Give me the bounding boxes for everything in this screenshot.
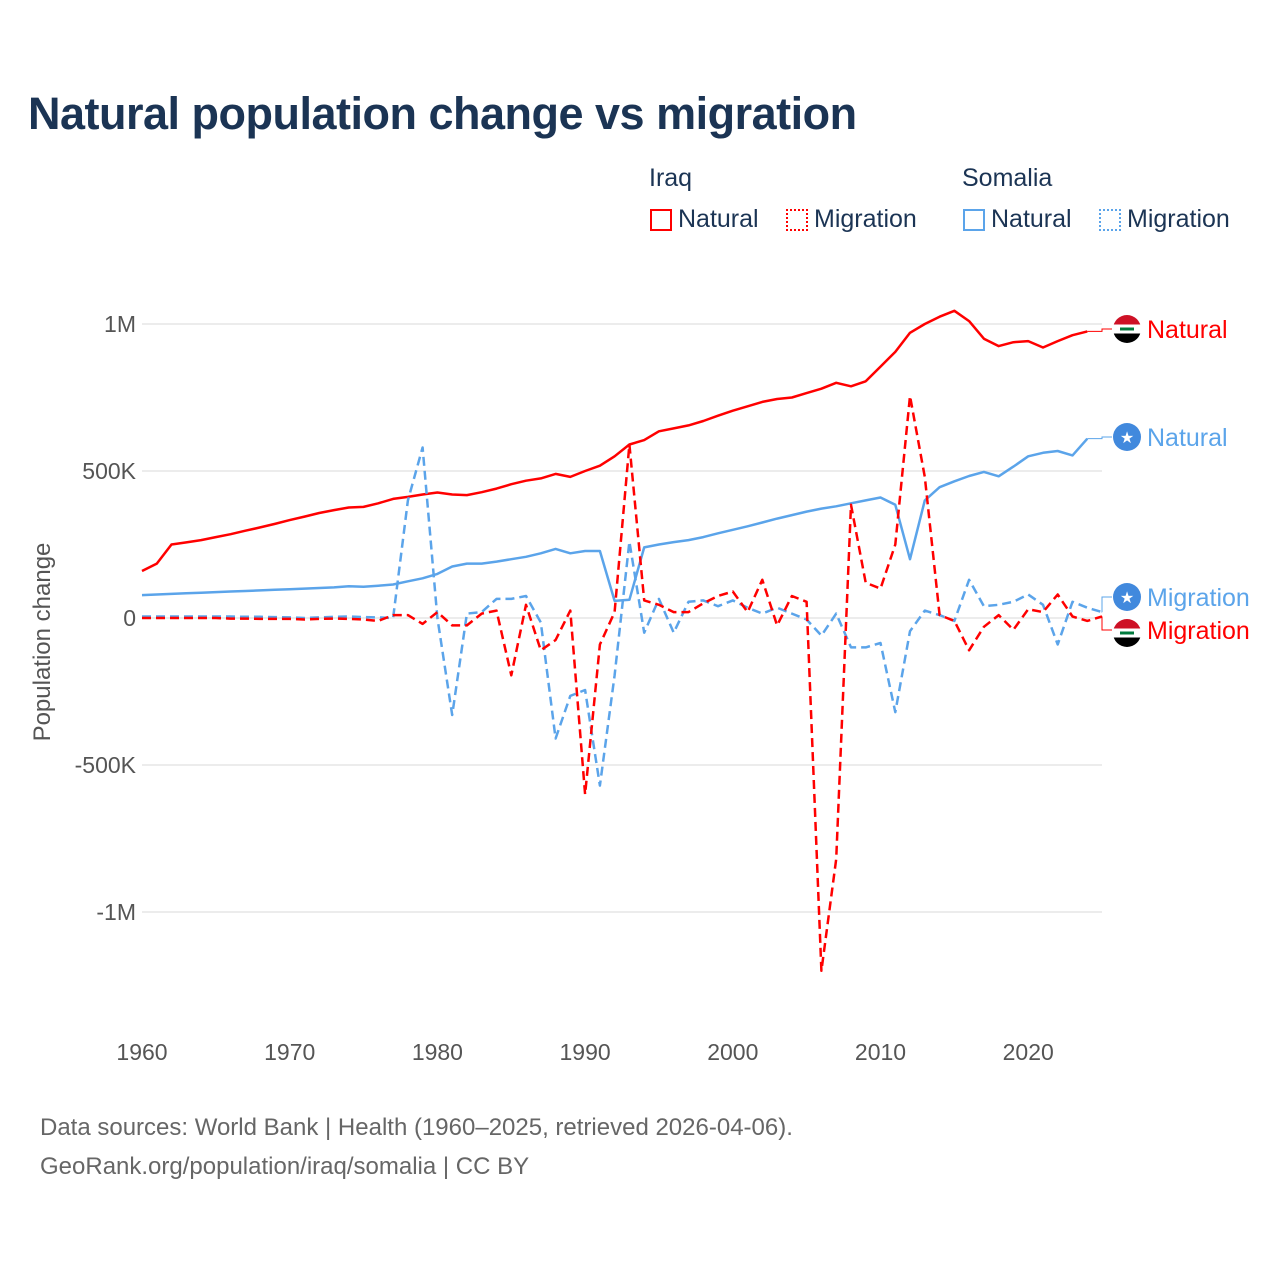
x-tick-label: 2000 bbox=[707, 1039, 758, 1065]
legend-iraq-migration[interactable]: Migration bbox=[786, 205, 917, 234]
x-tick-label: 2010 bbox=[855, 1039, 906, 1065]
y-tick-label: 500K bbox=[82, 458, 136, 484]
legend-label: Migration bbox=[1127, 205, 1230, 233]
legend-country-iraq: Iraq bbox=[649, 164, 693, 192]
series-line-somalia-natural bbox=[141, 437, 1089, 603]
end-label: Migration bbox=[1147, 617, 1250, 645]
iraq-flag-icon bbox=[1113, 619, 1141, 647]
series-line-iraq-migration bbox=[142, 394, 1103, 973]
x-tick-label: 1980 bbox=[412, 1039, 463, 1065]
y-tick-label: -500K bbox=[75, 752, 137, 778]
legend-somalia-migration[interactable]: Migration bbox=[1099, 205, 1230, 234]
somalia-flag-icon: ★ bbox=[1113, 583, 1141, 611]
svg-text:★: ★ bbox=[1120, 590, 1134, 607]
end-label-connector bbox=[1101, 596, 1112, 613]
legend-iraq-natural[interactable]: Natural bbox=[650, 205, 759, 234]
svg-text:★: ★ bbox=[1120, 430, 1134, 447]
y-tick-label: 1M bbox=[104, 311, 136, 337]
end-label: Natural bbox=[1147, 316, 1228, 344]
legend-swatch-dotted-blue bbox=[1099, 208, 1121, 231]
footer-url: GeoRank.org/population/iraq/somalia | CC… bbox=[40, 1153, 530, 1180]
chart-title: Natural population change vs migration bbox=[28, 88, 857, 139]
legend-country-somalia: Somalia bbox=[962, 164, 1053, 192]
footer: Data sources: World Bank | Health (1960–… bbox=[40, 1108, 793, 1186]
end-label-connector bbox=[1101, 616, 1112, 631]
legend-label: Natural bbox=[991, 205, 1072, 233]
legend-swatch-solid-red bbox=[650, 208, 672, 231]
legend-somalia-natural[interactable]: Natural bbox=[963, 205, 1072, 234]
end-label-connector bbox=[1087, 328, 1112, 332]
legend-swatch-dotted-red bbox=[786, 208, 808, 231]
x-tick-label: 1990 bbox=[560, 1039, 611, 1065]
y-axis-label: Population change bbox=[29, 543, 56, 742]
end-label: Migration bbox=[1147, 584, 1250, 612]
x-tick-label: 2020 bbox=[1003, 1039, 1054, 1065]
footer-sources: Data sources: World Bank | Health (1960–… bbox=[40, 1114, 793, 1141]
y-tick-label: 0 bbox=[123, 605, 136, 631]
x-tick-label: 1960 bbox=[116, 1039, 167, 1065]
end-label-connector bbox=[1087, 436, 1112, 440]
iraq-flag-icon bbox=[1113, 315, 1141, 343]
legend-swatch-solid-blue bbox=[963, 208, 985, 231]
series-line-iraq-natural bbox=[141, 309, 1088, 573]
legend-label: Natural bbox=[678, 205, 759, 233]
somalia-flag-icon: ★ bbox=[1113, 423, 1141, 451]
series-line-somalia-migration bbox=[142, 446, 1103, 787]
x-tick-label: 1970 bbox=[264, 1039, 315, 1065]
y-tick-label: -1M bbox=[96, 899, 136, 925]
legend-label: Migration bbox=[814, 205, 917, 233]
end-label: Natural bbox=[1147, 424, 1228, 452]
